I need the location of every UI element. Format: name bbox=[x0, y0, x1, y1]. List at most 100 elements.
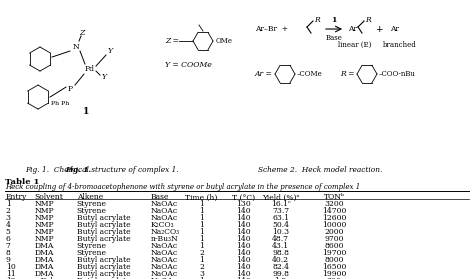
Text: 1: 1 bbox=[83, 107, 89, 116]
Text: 1: 1 bbox=[199, 207, 204, 215]
Text: Time (h): Time (h) bbox=[185, 193, 218, 201]
Text: 4: 4 bbox=[6, 221, 10, 229]
Text: 130: 130 bbox=[236, 200, 251, 208]
Text: NMP: NMP bbox=[34, 200, 54, 208]
Text: Ar–Br  +: Ar–Br + bbox=[255, 25, 288, 33]
Text: 98.8: 98.8 bbox=[272, 249, 289, 257]
Text: 140: 140 bbox=[236, 256, 250, 264]
Text: +: + bbox=[375, 25, 383, 33]
Text: 3200: 3200 bbox=[324, 200, 344, 208]
Text: 82.4: 82.4 bbox=[272, 263, 289, 271]
Text: 5: 5 bbox=[6, 228, 10, 236]
Text: Ar: Ar bbox=[390, 25, 399, 33]
Text: OMe: OMe bbox=[216, 37, 233, 45]
Text: R =: R = bbox=[340, 70, 355, 78]
Text: 50.4: 50.4 bbox=[272, 221, 289, 229]
Text: Yield (%)ᵃ: Yield (%)ᵃ bbox=[262, 193, 300, 201]
Text: o-Xylene: o-Xylene bbox=[34, 277, 67, 279]
Text: Na₂CO₃: Na₂CO₃ bbox=[151, 228, 180, 236]
Text: NaOAc: NaOAc bbox=[151, 249, 178, 257]
Text: 140: 140 bbox=[236, 263, 250, 271]
Text: Ph Ph: Ph Ph bbox=[51, 100, 69, 105]
Text: NMP: NMP bbox=[34, 214, 54, 222]
Text: 2: 2 bbox=[199, 263, 204, 271]
Text: Fig. 1.: Fig. 1. bbox=[65, 166, 91, 174]
Text: Y = COOMe: Y = COOMe bbox=[165, 61, 212, 69]
Text: 1: 1 bbox=[6, 200, 10, 208]
Text: P: P bbox=[67, 85, 73, 93]
Text: Y: Y bbox=[108, 47, 112, 55]
Text: 11: 11 bbox=[6, 270, 16, 278]
Text: 1: 1 bbox=[199, 277, 204, 279]
Text: Entry: Entry bbox=[6, 193, 27, 201]
Text: 360: 360 bbox=[327, 277, 342, 279]
Text: 1.8: 1.8 bbox=[274, 277, 287, 279]
Text: 140: 140 bbox=[236, 221, 250, 229]
Text: 140: 140 bbox=[236, 207, 250, 215]
Text: branched: branched bbox=[383, 41, 417, 49]
Text: 40.2: 40.2 bbox=[272, 256, 289, 264]
Text: 2: 2 bbox=[199, 249, 204, 257]
Text: Base: Base bbox=[326, 34, 342, 42]
Text: Styrene: Styrene bbox=[77, 242, 107, 250]
Text: 16.1ᶜ: 16.1ᶜ bbox=[271, 200, 291, 208]
Text: Butyl acrylate: Butyl acrylate bbox=[77, 256, 130, 264]
Text: NaOAc: NaOAc bbox=[151, 263, 178, 271]
Text: 1: 1 bbox=[199, 221, 204, 229]
Text: 1: 1 bbox=[199, 200, 204, 208]
Text: Ar =: Ar = bbox=[255, 70, 273, 78]
Text: T (°C): T (°C) bbox=[232, 193, 255, 201]
Text: NMP: NMP bbox=[34, 228, 54, 236]
Text: DMA: DMA bbox=[34, 242, 54, 250]
Text: 1: 1 bbox=[199, 228, 204, 236]
Text: NMP: NMP bbox=[34, 235, 54, 243]
Text: Butyl acrylate: Butyl acrylate bbox=[77, 221, 130, 229]
Text: Fig. 1.  Chemical structure of complex 1.: Fig. 1. Chemical structure of complex 1. bbox=[25, 166, 179, 174]
Text: 8600: 8600 bbox=[324, 242, 344, 250]
Text: Butyl acrylate: Butyl acrylate bbox=[77, 214, 130, 222]
Text: Alkene: Alkene bbox=[77, 193, 103, 201]
Text: 10.3: 10.3 bbox=[272, 228, 289, 236]
Text: Scheme 2.  Heck model reaction.: Scheme 2. Heck model reaction. bbox=[258, 166, 382, 174]
Text: DMA: DMA bbox=[34, 249, 54, 257]
Text: NaOAc: NaOAc bbox=[151, 277, 178, 279]
Text: 73.7: 73.7 bbox=[272, 207, 289, 215]
Text: Butyl acrylate: Butyl acrylate bbox=[77, 228, 130, 236]
Text: Z =: Z = bbox=[165, 37, 179, 45]
Text: Solvent: Solvent bbox=[34, 193, 63, 201]
Text: 10: 10 bbox=[6, 263, 16, 271]
Text: 140: 140 bbox=[236, 249, 250, 257]
Text: 48.7: 48.7 bbox=[272, 235, 289, 243]
Text: 140: 140 bbox=[236, 242, 250, 250]
Text: NaOAc: NaOAc bbox=[151, 242, 178, 250]
Text: 63.1: 63.1 bbox=[272, 214, 289, 222]
Text: DMA: DMA bbox=[34, 256, 54, 264]
Text: Table 1: Table 1 bbox=[5, 178, 39, 186]
Text: 1: 1 bbox=[199, 242, 204, 250]
Text: 10000: 10000 bbox=[322, 221, 346, 229]
Text: 19700: 19700 bbox=[322, 249, 346, 257]
Text: NaOAc: NaOAc bbox=[151, 214, 178, 222]
Text: Y: Y bbox=[101, 73, 107, 81]
Text: Butyl acrylate: Butyl acrylate bbox=[77, 235, 130, 243]
Text: n-Bu₃N: n-Bu₃N bbox=[151, 235, 179, 243]
Text: 2: 2 bbox=[6, 207, 10, 215]
Text: R: R bbox=[314, 16, 320, 24]
Text: Butyl acrylate: Butyl acrylate bbox=[77, 270, 130, 278]
Text: NMP: NMP bbox=[34, 207, 54, 215]
Text: 140: 140 bbox=[236, 228, 250, 236]
Text: 1: 1 bbox=[331, 16, 337, 24]
Text: DMA: DMA bbox=[34, 263, 54, 271]
Text: 7: 7 bbox=[6, 242, 10, 250]
Text: NMP: NMP bbox=[34, 221, 54, 229]
Text: 14700: 14700 bbox=[322, 207, 346, 215]
Text: Base: Base bbox=[151, 193, 169, 201]
Text: 1: 1 bbox=[199, 256, 204, 264]
Text: DMA: DMA bbox=[34, 270, 54, 278]
Text: 1: 1 bbox=[199, 235, 204, 243]
Text: TONᵇ: TONᵇ bbox=[324, 193, 345, 201]
Text: 12600: 12600 bbox=[322, 214, 346, 222]
Text: 140: 140 bbox=[236, 214, 250, 222]
Text: Styrene: Styrene bbox=[77, 207, 107, 215]
Text: Z: Z bbox=[79, 29, 85, 37]
